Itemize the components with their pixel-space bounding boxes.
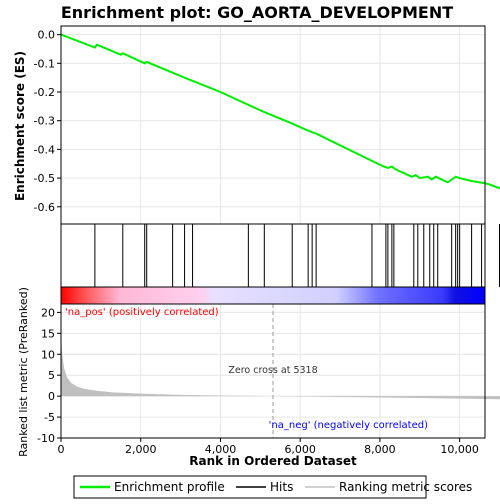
- es-y-tick-label: -0.6: [34, 201, 55, 214]
- rank-y-tick-label: 0: [48, 390, 55, 403]
- ranked-metric-panel: Zero cross at 5318 'na_pos' (positively …: [17, 287, 500, 457]
- es-y-axis-label: Enrichment score (ES): [13, 51, 27, 201]
- na-pos-label: 'na_pos' (positively correlated): [65, 307, 219, 318]
- es-y-tick-label: -0.1: [34, 57, 55, 70]
- es-gridlines: [61, 26, 485, 224]
- rank-y-ticks: 20 15 10 5 0 -5 -10: [37, 306, 61, 445]
- x-tick-label: 2,000: [125, 443, 157, 456]
- chart-title: Enrichment plot: GO_AORTA_DEVELOPMENT: [61, 3, 453, 22]
- x-axis-label: Rank in Ordered Dataset: [189, 454, 357, 468]
- x-tick-label: 8,000: [364, 443, 396, 456]
- hit-lines: [95, 224, 500, 287]
- rank-y-tick-label: 15: [41, 327, 55, 340]
- zero-cross-label: Zero cross at 5318: [228, 365, 317, 376]
- legend: Enrichment profile Hits Ranking metric s…: [74, 476, 472, 498]
- rank-y-tick-label: 5: [48, 369, 55, 382]
- x-tick-label: 0: [58, 443, 65, 456]
- es-y-tick-label: -0.2: [34, 86, 55, 99]
- rank-y-tick-label: -5: [44, 411, 55, 424]
- es-panel: 0.0 -0.1 -0.2 -0.3 -0.4 -0.5 -0.6 Enrichment s…: [13, 26, 500, 224]
- es-y-tick-label: -0.3: [34, 115, 55, 128]
- legend-enrichment-profile-label: Enrichment profile: [114, 480, 225, 494]
- es-y-tick-label: 0.0: [38, 29, 56, 42]
- legend-hits-label: Hits: [270, 480, 293, 494]
- rank-y-tick-label: 20: [41, 306, 55, 319]
- es-y-tick-label: -0.5: [34, 172, 55, 185]
- enrichment-profile-line: [61, 35, 500, 216]
- na-neg-label: 'na_neg' (negatively correlated): [269, 420, 428, 431]
- es-y-ticks: 0.0 -0.1 -0.2 -0.3 -0.4 -0.5 -0.6: [34, 29, 61, 214]
- rank-y-axis-label: Ranked list metric (PreRanked): [17, 287, 30, 457]
- rank-y-tick-label: -10: [37, 432, 55, 445]
- x-tick-label: 10,000: [440, 443, 479, 456]
- hits-panel-frame: [61, 224, 485, 287]
- hits-panel: [61, 224, 500, 287]
- es-y-tick-label: -0.4: [34, 143, 55, 156]
- rank-y-tick-label: 10: [41, 348, 55, 361]
- rank-color-bar: [61, 287, 485, 304]
- ranking-metric-area: [61, 333, 500, 434]
- es-panel-frame: [61, 26, 485, 224]
- legend-ranking-metric-label: Ranking metric scores: [339, 480, 472, 494]
